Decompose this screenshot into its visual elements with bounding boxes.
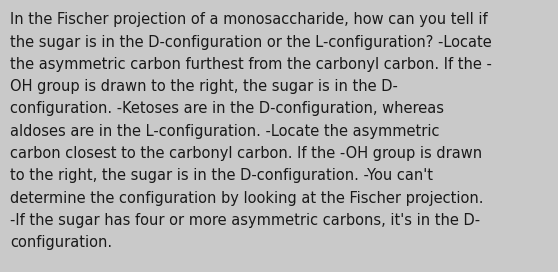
- Text: carbon closest to the carbonyl carbon. If the -OH group is drawn: carbon closest to the carbonyl carbon. I…: [10, 146, 482, 161]
- Text: aldoses are in the L-configuration. -Locate the asymmetric: aldoses are in the L-configuration. -Loc…: [10, 124, 440, 139]
- Text: determine the configuration by looking at the Fischer projection.: determine the configuration by looking a…: [10, 191, 484, 206]
- Text: -If the sugar has four or more asymmetric carbons, it's in the D-: -If the sugar has four or more asymmetri…: [10, 213, 480, 228]
- Text: In the Fischer projection of a monosaccharide, how can you tell if: In the Fischer projection of a monosacch…: [10, 12, 488, 27]
- Text: configuration. -Ketoses are in the D-configuration, whereas: configuration. -Ketoses are in the D-con…: [10, 101, 444, 116]
- Text: configuration.: configuration.: [10, 235, 112, 250]
- Text: the sugar is in the D-configuration or the L-configuration? -Locate: the sugar is in the D-configuration or t…: [10, 35, 492, 50]
- Text: to the right, the sugar is in the D-configuration. -You can't: to the right, the sugar is in the D-conf…: [10, 168, 433, 183]
- Text: the asymmetric carbon furthest from the carbonyl carbon. If the -: the asymmetric carbon furthest from the …: [10, 57, 492, 72]
- Text: OH group is drawn to the right, the sugar is in the D-: OH group is drawn to the right, the suga…: [10, 79, 398, 94]
